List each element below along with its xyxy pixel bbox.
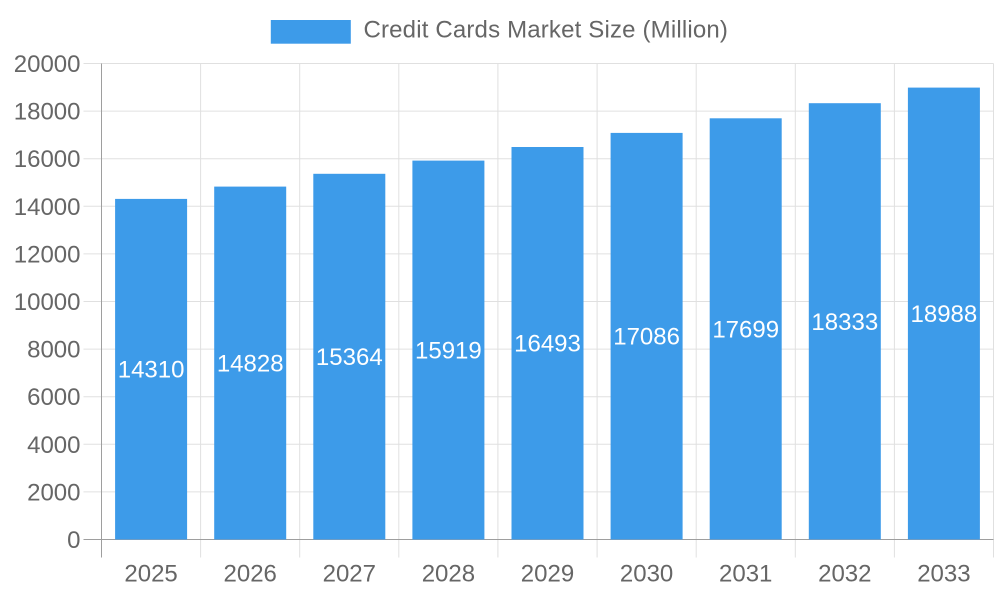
svg-text:2027: 2027 — [323, 561, 376, 588]
svg-text:2029: 2029 — [521, 561, 574, 588]
svg-text:14310: 14310 — [118, 357, 185, 384]
svg-text:15364: 15364 — [316, 344, 383, 371]
svg-text:2026: 2026 — [224, 561, 277, 588]
svg-text:16493: 16493 — [514, 331, 581, 358]
svg-text:20000: 20000 — [14, 51, 81, 78]
svg-text:2030: 2030 — [620, 561, 673, 588]
svg-text:4000: 4000 — [27, 432, 80, 459]
svg-text:17086: 17086 — [613, 324, 680, 351]
svg-text:18000: 18000 — [14, 99, 81, 126]
svg-text:0: 0 — [67, 527, 80, 554]
svg-text:Credit Cards Market Size (Mill: Credit Cards Market Size (Million) — [364, 17, 729, 44]
svg-text:2000: 2000 — [27, 479, 80, 506]
svg-text:2025: 2025 — [124, 561, 177, 588]
svg-text:17699: 17699 — [712, 316, 779, 343]
svg-text:8000: 8000 — [27, 337, 80, 364]
svg-text:10000: 10000 — [14, 289, 81, 316]
svg-text:14000: 14000 — [14, 194, 81, 221]
svg-text:15919: 15919 — [415, 338, 482, 365]
svg-text:18333: 18333 — [811, 309, 878, 336]
svg-text:2028: 2028 — [422, 561, 475, 588]
svg-text:6000: 6000 — [27, 384, 80, 411]
svg-text:2032: 2032 — [818, 561, 871, 588]
svg-text:12000: 12000 — [14, 241, 81, 268]
svg-text:16000: 16000 — [14, 146, 81, 173]
svg-text:14828: 14828 — [217, 351, 284, 378]
svg-text:18988: 18988 — [911, 301, 978, 328]
svg-text:2033: 2033 — [917, 561, 970, 588]
svg-text:2031: 2031 — [719, 561, 772, 588]
